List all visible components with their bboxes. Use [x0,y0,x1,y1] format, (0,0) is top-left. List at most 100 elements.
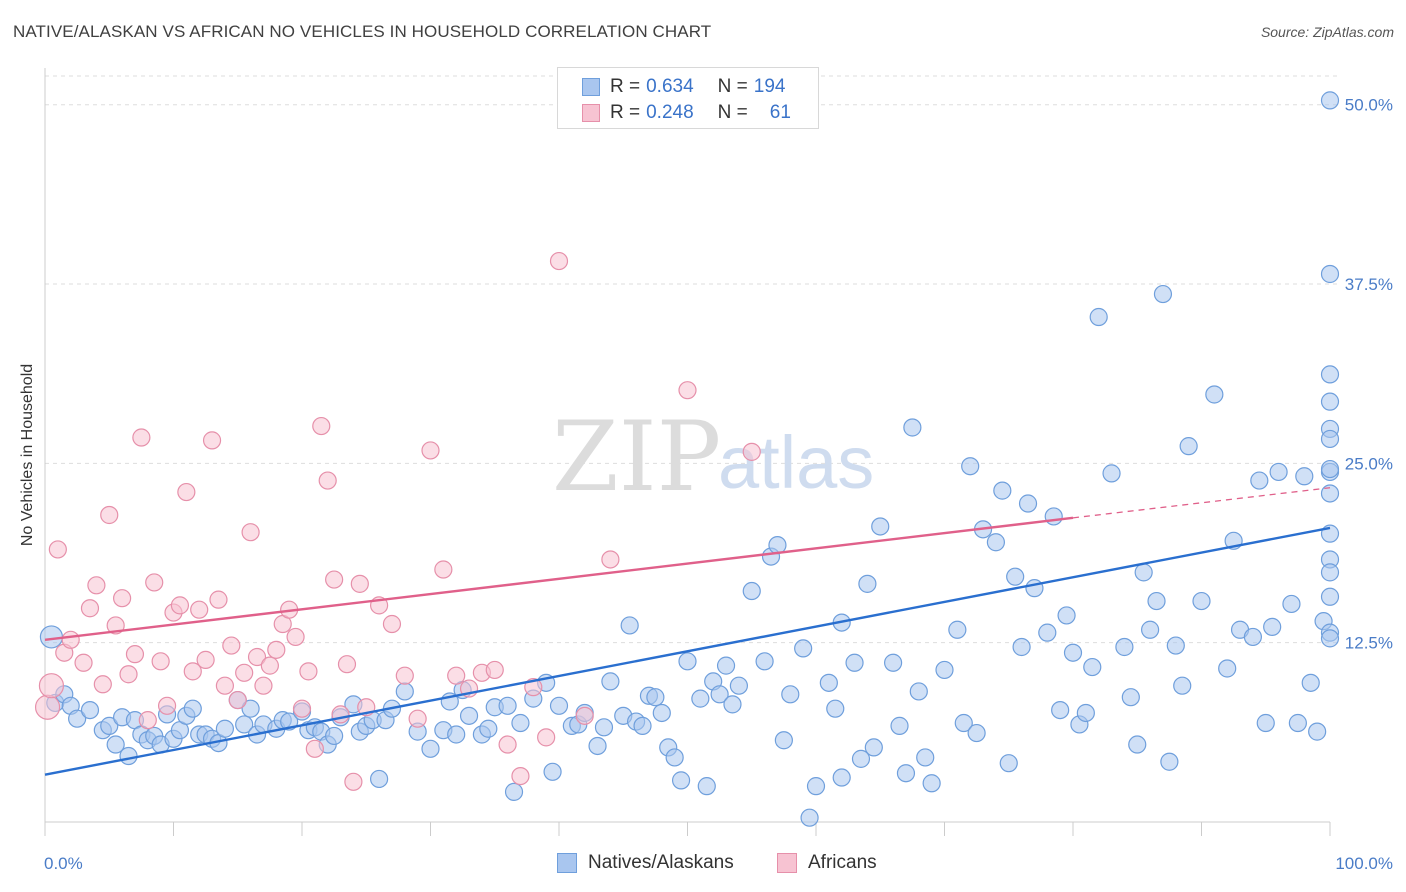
point-natives [665,748,684,767]
gridlines [45,75,1340,644]
point-natives [652,703,671,723]
point-africans [61,630,80,649]
point-africans [395,666,414,685]
point-natives [1320,365,1340,384]
x-tick-label-max: 100.0% [1335,854,1393,873]
point-natives [215,719,234,738]
point-natives [671,771,691,790]
y-tick-label: 50.0% [1345,96,1393,115]
point-natives [1320,91,1340,110]
point-natives [858,574,877,593]
point-africans [485,660,504,680]
point-africans [48,540,67,559]
trend-line-africans-extension [1072,487,1331,519]
point-natives [1044,507,1063,526]
point-natives [620,616,639,635]
point-natives [697,777,716,796]
point-natives [1282,594,1301,614]
point-africans [132,428,151,447]
point-africans [601,550,620,569]
legend-swatch-africans [777,853,797,873]
point-africans [183,662,202,681]
point-africans [228,690,247,710]
point-natives [646,688,665,707]
point-natives [1076,703,1095,723]
point-natives [1038,623,1057,642]
point-africans [260,656,279,675]
point-africans [254,676,273,695]
point-africans [247,647,267,667]
watermark-atlas: atlas [718,421,874,504]
point-africans [511,766,530,786]
legend-item-natives[interactable]: Natives/Alaskans [557,852,734,874]
point-natives [1288,713,1307,733]
point-africans [325,570,344,589]
point-natives [993,481,1012,500]
point-africans [93,675,112,694]
point-natives [883,653,903,672]
point-africans [421,441,440,460]
point-natives [1301,673,1320,692]
tick-labels: 12.5% 25.0% 37.5% 50.0% 0.0% 100.0% [44,96,1393,873]
point-natives [729,676,749,695]
legend-n-label: N = [717,76,748,97]
point-natives [1128,735,1147,754]
legend-label-natives: Natives/Alaskans [588,852,734,873]
trend-line-africans [44,516,1074,641]
point-natives [1218,659,1237,678]
legend-swatch-natives [557,853,577,873]
point-natives [896,764,916,783]
watermark-zip: ZIP [552,401,721,513]
point-natives [1256,713,1275,733]
point-natives [832,768,851,787]
y-tick-label: 37.5% [1345,275,1393,294]
legend-n-value: 194 [753,76,786,97]
point-natives [1147,591,1166,611]
point-natives [755,652,774,671]
point-natives [742,581,761,601]
point-natives [851,749,871,768]
point-africans [215,676,234,695]
correlation-legend: R = 0.634 N = 194 R = 0.248 N = 61 [557,67,819,129]
point-natives [1006,567,1025,586]
point-natives [819,673,838,692]
point-natives [1063,643,1083,662]
point-africans [305,739,324,758]
point-natives [588,736,607,756]
point-natives [723,695,742,714]
point-africans [125,645,145,664]
watermark: ZIP atlas [552,401,874,513]
point-natives [1121,688,1140,707]
point-natives [1320,563,1340,582]
point-africans [742,442,761,461]
point-natives [504,782,524,801]
point-africans [447,666,466,685]
point-natives [1320,429,1340,449]
trend-lines [44,487,1331,776]
y-tick-label: 12.5% [1345,634,1393,653]
point-africans [145,573,164,592]
point-natives [1140,620,1160,639]
point-africans [100,505,119,525]
legend-item-africans[interactable]: Africans [777,852,877,874]
point-natives [845,653,864,672]
point-natives [678,652,697,671]
legend-r-value: 0.248 [646,102,694,123]
point-africans [157,696,177,715]
point-natives [903,418,922,437]
point-africans [537,728,556,747]
legend-row-natives: R = 0.634 N = 194 [582,76,785,98]
point-natives [1320,629,1340,648]
point-natives [1018,494,1038,513]
point-africans [337,655,357,674]
legend-n-label: N = [717,102,748,123]
point-africans [350,574,369,593]
point-africans [312,416,331,436]
point-natives [890,716,909,735]
point-natives [1089,307,1108,327]
point-natives [1102,464,1121,483]
point-africans [196,650,215,669]
point-natives [1269,462,1288,482]
point-natives [1192,591,1211,611]
point-africans [190,600,209,619]
